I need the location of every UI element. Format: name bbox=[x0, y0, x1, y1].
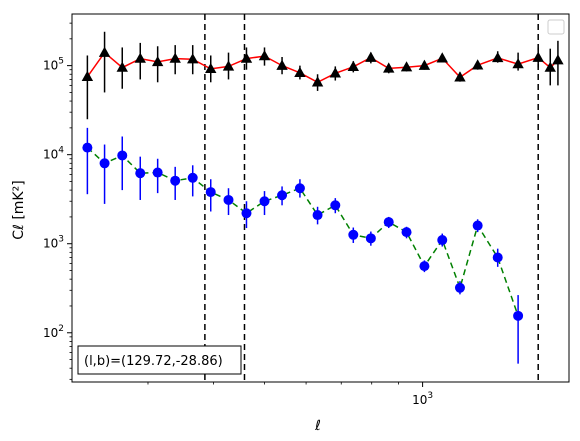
point-s0-p24 bbox=[512, 58, 524, 69]
point-s0-p5 bbox=[169, 52, 181, 63]
point-s1-p11 bbox=[277, 190, 288, 201]
x-axis-label: ℓ bbox=[314, 418, 321, 434]
annotation-box bbox=[77, 345, 242, 375]
point-s0-p13 bbox=[311, 76, 324, 87]
point-s1-p1 bbox=[99, 158, 110, 169]
point-s0-p1 bbox=[98, 46, 111, 57]
point-s1-p16 bbox=[365, 233, 376, 244]
point-s1-p6 bbox=[187, 172, 198, 183]
point-s1-p2 bbox=[117, 150, 128, 161]
series-1 bbox=[82, 127, 524, 364]
point-s0-p22 bbox=[471, 59, 484, 70]
point-s1-p17 bbox=[383, 217, 394, 228]
series-layer bbox=[81, 31, 564, 364]
point-s0-p9 bbox=[240, 52, 253, 63]
point-s0-p20 bbox=[436, 52, 448, 63]
vertical-reference-lines bbox=[204, 14, 539, 382]
point-s0-p17 bbox=[383, 62, 395, 73]
point-s1-p15 bbox=[348, 229, 359, 240]
point-s0-p25 bbox=[532, 51, 544, 62]
point-s0-p26 bbox=[544, 61, 556, 72]
ticks-layer: 102 103 104 105 103 bbox=[43, 22, 433, 407]
annotation-text: (l,b)=(129.72,-28.86) bbox=[84, 354, 223, 369]
series-line-0 bbox=[86, 51, 559, 84]
plot-frame bbox=[71, 13, 570, 383]
point-s1-p12 bbox=[294, 183, 305, 194]
point-s0-p23 bbox=[492, 51, 504, 63]
point-s0-p12 bbox=[294, 66, 306, 78]
point-s1-p0 bbox=[82, 142, 93, 153]
point-s0-p10 bbox=[258, 50, 271, 61]
point-s0-p4 bbox=[151, 55, 164, 67]
plot-background bbox=[72, 14, 569, 382]
point-s1-p22 bbox=[472, 220, 483, 231]
point-s0-p21 bbox=[454, 71, 466, 82]
y-axis-label: Cℓ [mK²] bbox=[11, 180, 27, 239]
point-s1-p13 bbox=[312, 210, 323, 221]
point-s0-p6 bbox=[187, 53, 199, 64]
point-s1-p9 bbox=[241, 208, 252, 219]
point-s1-p5 bbox=[170, 175, 181, 186]
point-s0-p3 bbox=[134, 52, 146, 63]
point-s1-p18 bbox=[401, 227, 412, 238]
point-s1-p10 bbox=[259, 196, 270, 207]
point-s1-p19 bbox=[419, 261, 430, 272]
point-s1-p21 bbox=[454, 282, 465, 293]
point-s0-p27 bbox=[552, 54, 564, 65]
point-s0-p19 bbox=[418, 59, 431, 70]
point-s1-p20 bbox=[437, 235, 448, 246]
legend-box bbox=[547, 19, 565, 35]
point-s0-p14 bbox=[329, 67, 342, 78]
y-tick-label-3: 105 bbox=[43, 57, 64, 73]
point-s1-p3 bbox=[135, 168, 146, 179]
y-tick-label-0: 102 bbox=[43, 324, 64, 340]
y-tick-label-1: 103 bbox=[43, 235, 64, 251]
point-s1-p23 bbox=[492, 252, 503, 263]
point-s0-p11 bbox=[276, 59, 288, 70]
point-s1-p14 bbox=[330, 200, 341, 211]
point-s0-p16 bbox=[365, 51, 377, 62]
point-s1-p24 bbox=[513, 310, 524, 321]
point-s0-p8 bbox=[222, 60, 235, 71]
point-s0-p15 bbox=[347, 60, 360, 72]
point-s1-p8 bbox=[223, 194, 234, 205]
point-s0-p7 bbox=[205, 62, 217, 74]
point-s1-p7 bbox=[205, 187, 216, 198]
y-tick-label-2: 104 bbox=[43, 146, 64, 162]
point-s1-p4 bbox=[152, 167, 163, 178]
point-s0-p18 bbox=[400, 61, 413, 72]
x-tick-label-0: 103 bbox=[412, 391, 433, 407]
point-s0-p0 bbox=[81, 70, 94, 81]
series-0 bbox=[81, 31, 564, 120]
point-s0-p2 bbox=[116, 61, 128, 72]
annotation: (l,b)=(129.72,-28.86) bbox=[77, 345, 242, 375]
